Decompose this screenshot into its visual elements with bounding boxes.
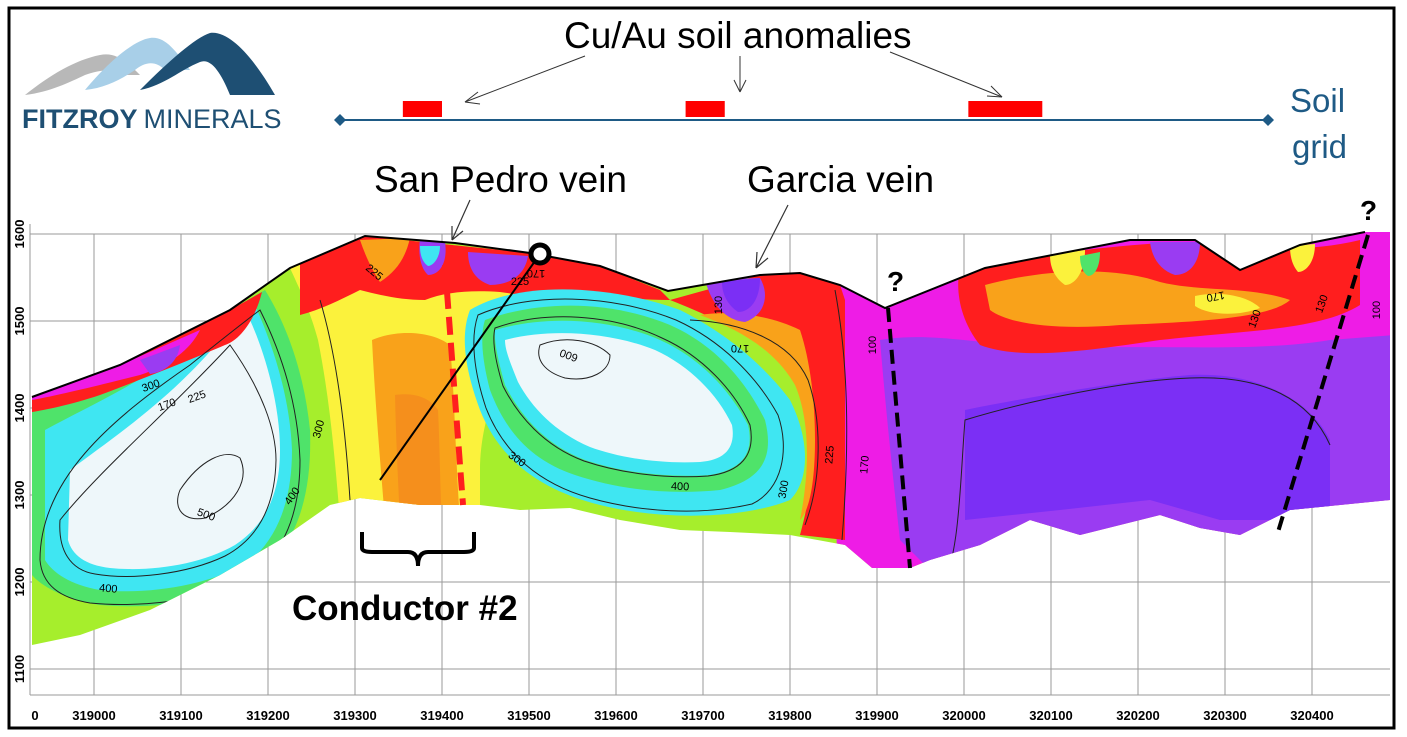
- x-axis-ticks: 0 319000 319100 319200 319300 319400 319500 319…: [31, 708, 1333, 723]
- x-tick-label: 0: [31, 708, 38, 723]
- contour-label: 400: [671, 481, 690, 494]
- contour-label: 300: [777, 479, 792, 499]
- contour-label: 130: [1313, 293, 1331, 314]
- soil-grid-label-line1: Soil: [1290, 82, 1345, 119]
- y-tick-label: 1400: [12, 394, 27, 423]
- contour-label: 300: [140, 377, 161, 395]
- surface-profile: [31, 231, 1366, 398]
- contour-label: 170: [858, 455, 872, 474]
- soil-anomaly-bars: [402, 101, 1043, 117]
- soil-grid-label-line2: grid: [1292, 128, 1347, 165]
- x-tick-label: 319600: [594, 708, 637, 723]
- y-tick-label: 1100: [12, 655, 27, 683]
- san-pedro-fault: [442, 264, 466, 506]
- drill-collar-marker: [528, 242, 552, 266]
- soil-anomalies-title: Cu/Au soil anomalies: [564, 15, 912, 56]
- soil-grid-end-marker: [1262, 114, 1274, 126]
- y-tick-label: 1600: [12, 220, 27, 249]
- x-tick-label: 319500: [507, 708, 550, 723]
- x-tick-label: 320000: [942, 708, 985, 723]
- soil-grid-start-marker: [334, 114, 346, 126]
- y-tick-label: 1300: [12, 481, 27, 510]
- y-tick-label: 1500: [12, 307, 27, 336]
- contour-label: 600: [558, 346, 579, 364]
- contour-label: 100: [867, 336, 879, 354]
- contour-label: 100: [1371, 301, 1383, 319]
- contour-label: 170: [731, 342, 749, 354]
- x-tick-label: 319000: [72, 708, 115, 723]
- x-tick-label: 319200: [246, 708, 289, 723]
- garcia-vein-label: Garcia vein: [747, 159, 934, 200]
- fault-center: [886, 307, 912, 569]
- x-tick-label: 319700: [681, 708, 724, 723]
- san-pedro-vein-label: San Pedro vein: [374, 159, 627, 200]
- garcia-arrow: [755, 204, 789, 269]
- x-tick-label: 320300: [1203, 708, 1246, 723]
- x-tick-label: 319800: [768, 708, 811, 723]
- x-tick-label: 319100: [159, 708, 202, 723]
- contour-label: 225: [823, 445, 837, 464]
- x-tick-label: 319400: [420, 708, 463, 723]
- fault-center-question: ?: [887, 266, 904, 297]
- soil-anomaly-bar-3: [968, 101, 1043, 117]
- y-tick-label: 1200: [12, 568, 27, 597]
- mountain-light-shape: [85, 37, 190, 90]
- contour-label: 130: [1246, 308, 1264, 329]
- contour-label: 300: [311, 419, 327, 440]
- fitzroy-logo: FITZROY MINERALS: [22, 32, 282, 134]
- fault-east: [1276, 234, 1370, 533]
- contour-label: 130: [713, 296, 725, 314]
- contour-labels: 5004004004003003003003002252252252251701…: [99, 262, 1383, 596]
- contour-label: 170: [527, 267, 545, 279]
- x-tick-label: 320200: [1116, 708, 1159, 723]
- conductor-bracket: [360, 532, 476, 567]
- soil-anomaly-bar-2: [685, 101, 725, 117]
- x-tick-label: 320100: [1029, 708, 1072, 723]
- contour-label: 170: [1205, 288, 1225, 303]
- conductor-label: Conductor #2: [292, 589, 518, 628]
- contour-label: 170: [156, 396, 177, 414]
- drill-hole-trace: [379, 253, 541, 481]
- fault-east-question: ?: [1360, 195, 1377, 226]
- anomaly-arrows: [464, 51, 1003, 105]
- contour-label: 400: [99, 582, 118, 596]
- x-tick-label: 319900: [855, 708, 898, 723]
- x-tick-label: 320400: [1290, 708, 1333, 723]
- mountain-dark-shape: [140, 32, 275, 95]
- x-tick-label: 319300: [333, 708, 376, 723]
- soil-grid: Soil grid: [334, 82, 1347, 165]
- contour-label: 225: [186, 388, 207, 406]
- contour-label: 500: [195, 506, 216, 524]
- logo-name-light: MINERALS: [144, 104, 282, 134]
- y-axis-ticks: 1600 1500 1400 1300 1200 1100: [12, 220, 27, 684]
- san-pedro-arrow: [451, 199, 471, 241]
- logo-name-bold: FITZROY: [22, 104, 138, 134]
- soil-anomaly-bar-1: [402, 101, 442, 117]
